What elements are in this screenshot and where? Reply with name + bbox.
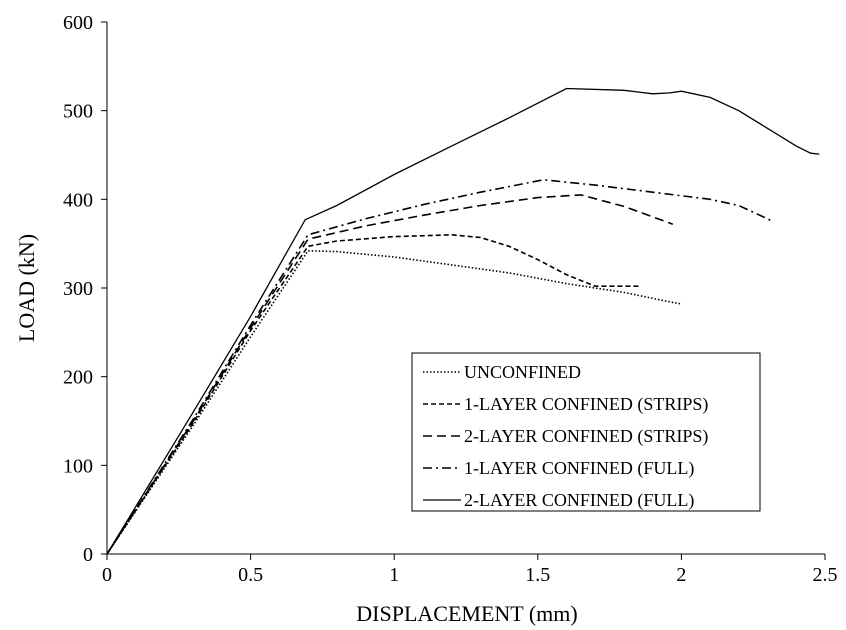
legend-label-3: 2-LAYER CONFINED (STRIPS) — [464, 426, 708, 447]
legend: UNCONFINED 1-LAYER CONFINED (STRIPS) 2-LAY… — [411, 352, 761, 512]
series-line-4 — [106, 178, 774, 555]
series-line-1 — [106, 249, 682, 555]
x-tick-label: 1 — [389, 564, 399, 586]
x-axis-title: DISPLACEMENT (mm) — [356, 601, 577, 626]
series-line-5 — [106, 87, 820, 555]
legend-label-1: UNCONFINED — [464, 362, 581, 382]
legend-label-5: 2-LAYER CONFINED (FULL) — [464, 490, 694, 511]
y-tick-label: 300 — [63, 278, 93, 300]
series-lines — [106, 87, 820, 555]
series-line-3 — [106, 194, 674, 555]
legend-label-2: 1-LAYER CONFINED (STRIPS) — [464, 394, 708, 415]
y-tick-label: 200 — [63, 367, 93, 389]
x-tick-label: 2 — [676, 564, 686, 586]
y-tick-label: 100 — [63, 455, 93, 477]
legend-label-4: 1-LAYER CONFINED (FULL) — [464, 458, 694, 479]
axes — [101, 21, 826, 560]
y-tick-label: 0 — [83, 544, 93, 566]
tick-labels: 0 0.5 1 1.5 2 2.5 0 100 200 300 400 500 600 — [63, 12, 838, 586]
x-tick-label: 0.5 — [238, 564, 263, 586]
y-tick-label: 400 — [63, 189, 93, 211]
series-line-2 — [106, 233, 639, 555]
y-tick-label: 500 — [63, 101, 93, 123]
x-tick-label: 0 — [102, 564, 112, 586]
y-tick-label: 600 — [63, 12, 93, 34]
y-axis-title: LOAD (kN) — [14, 234, 39, 342]
legend-box — [411, 352, 761, 512]
x-tick-label: 2.5 — [813, 564, 838, 586]
x-tick-label: 1.5 — [525, 564, 550, 586]
